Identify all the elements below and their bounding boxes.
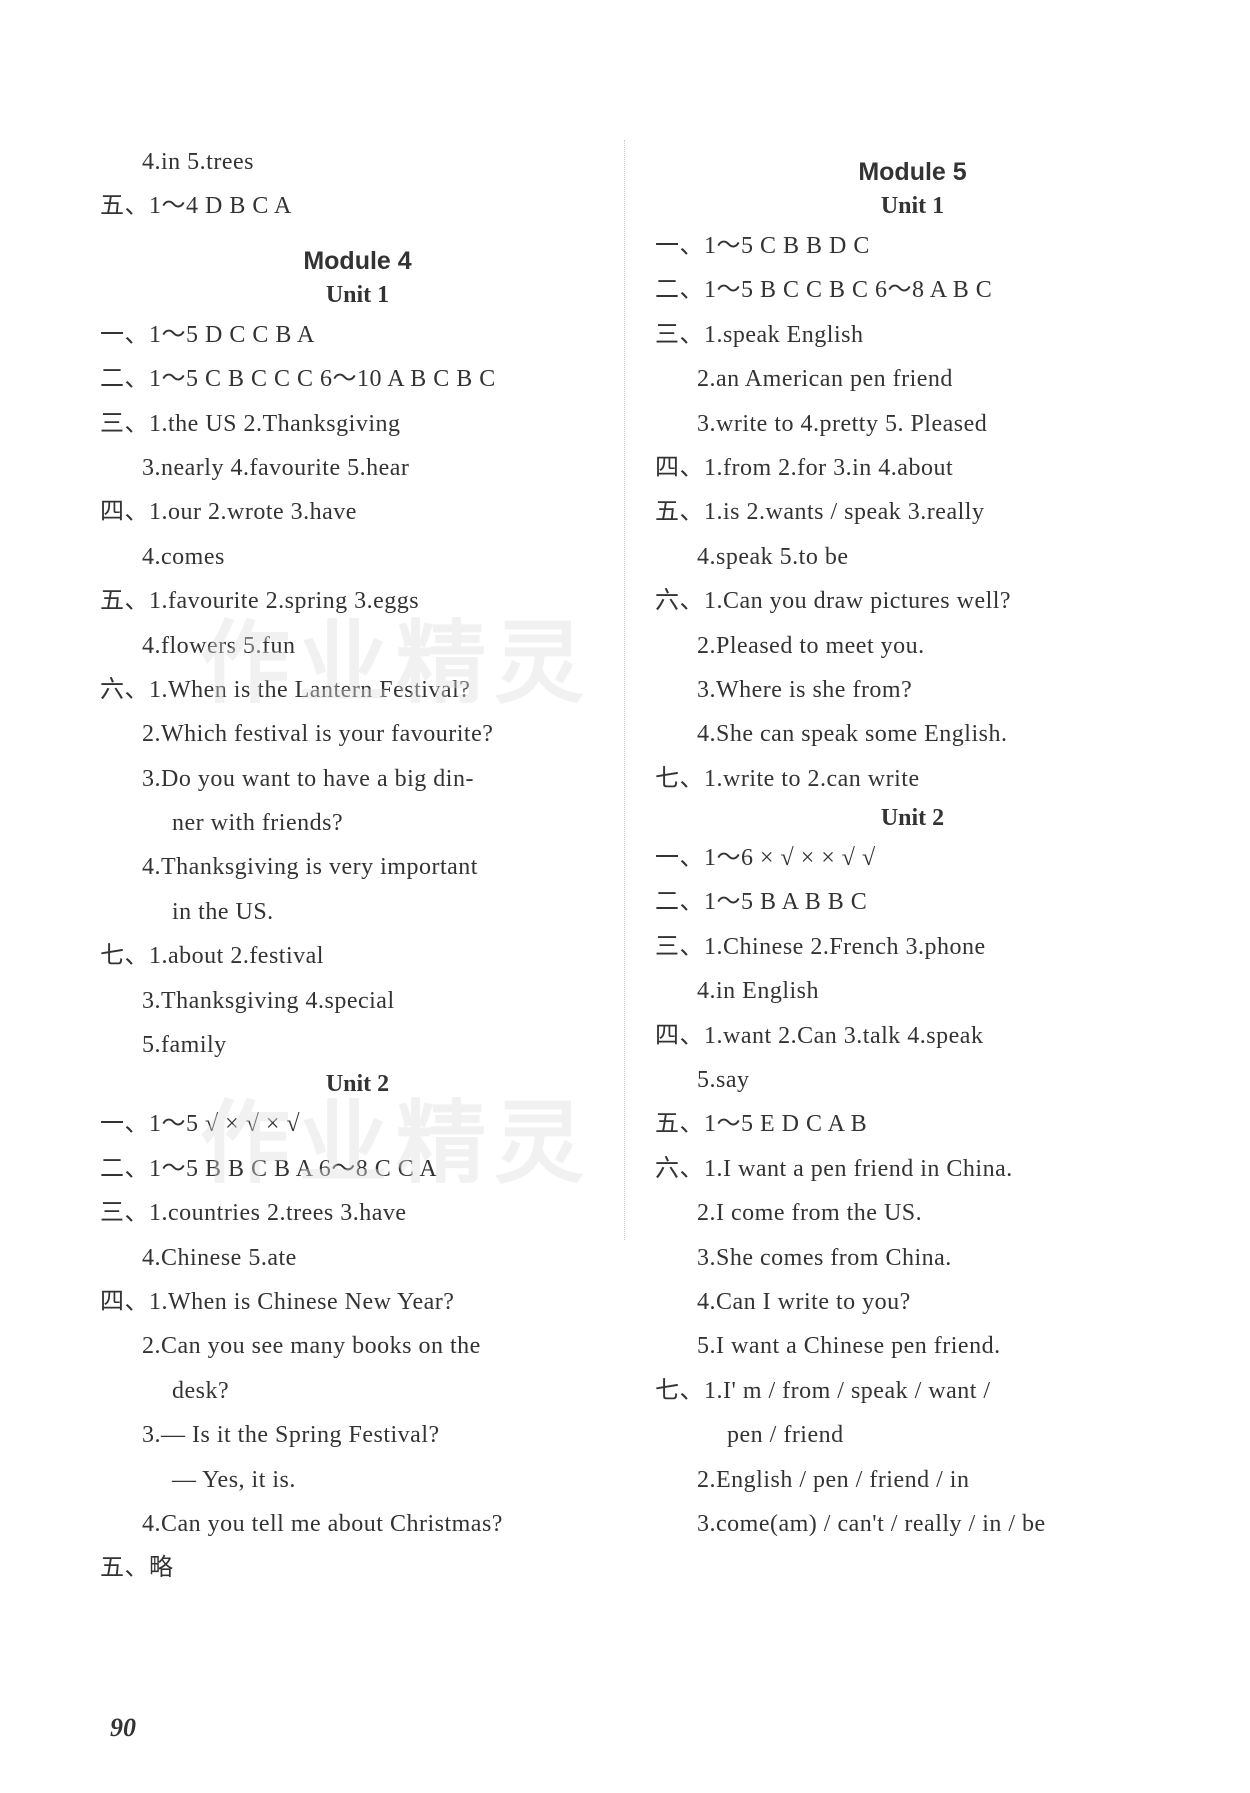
- text-line: in the US.: [100, 890, 615, 934]
- text-line: 5.say: [655, 1058, 1170, 1102]
- column-divider: [624, 140, 625, 1240]
- text-line: 2.English / pen / friend / in: [655, 1458, 1170, 1502]
- text-line: 4.in English: [655, 969, 1170, 1013]
- text-line: 四、1.from 2.for 3.in 4.about: [655, 446, 1170, 490]
- text-line: 4.Can you tell me about Christmas?: [100, 1502, 615, 1546]
- text-line: 五、略: [100, 1546, 615, 1590]
- text-line: 二、1～5 B A B B C: [655, 880, 1170, 924]
- text-line: 七、1.about 2.festival: [100, 934, 615, 978]
- text-line: 四、1.our 2.wrote 3.have: [100, 490, 615, 534]
- text-line: 六、1.When is the Lantern Festival?: [100, 668, 615, 712]
- text-line: 四、1.When is Chinese New Year?: [100, 1280, 615, 1324]
- text-line: 二、1～5 C B C C C 6～10 A B C B C: [100, 357, 615, 401]
- module-4-title: Module 4: [100, 247, 615, 276]
- text-line: 五、1.favourite 2.spring 3.eggs: [100, 579, 615, 623]
- text-line: 4.in 5.trees: [100, 140, 615, 184]
- text-line: pen / friend: [655, 1413, 1170, 1457]
- text-line: 一、1～6 × √ × × √ √: [655, 836, 1170, 880]
- right-column: Module 5 Unit 1 一、1～5 C B B D C二、1～5 B C C…: [655, 140, 1170, 1591]
- text-line: 五、1～5 E D C A B: [655, 1102, 1170, 1146]
- text-line: 4.Chinese 5.ate: [100, 1236, 615, 1280]
- module-4-unit-1-title: Unit 1: [100, 282, 615, 309]
- text-line: 2.Which festival is your favourite?: [100, 712, 615, 756]
- text-line: 2.I come from the US.: [655, 1191, 1170, 1235]
- text-line: 4.comes: [100, 535, 615, 579]
- text-line: — Yes, it is.: [100, 1458, 615, 1502]
- text-line: desk?: [100, 1369, 615, 1413]
- text-line: 3.She comes from China.: [655, 1236, 1170, 1280]
- module-5-title: Module 5: [655, 158, 1170, 187]
- text-line: 七、1.I' m / from / speak / want /: [655, 1369, 1170, 1413]
- module-5-unit-1-title: Unit 1: [655, 193, 1170, 220]
- text-line: 4.flowers 5.fun: [100, 624, 615, 668]
- text-line: 5.I want a Chinese pen friend.: [655, 1324, 1170, 1368]
- page-number: 90: [110, 1713, 136, 1743]
- text-line: 4.Thanksgiving is very important: [100, 845, 615, 889]
- text-line: 3.come(am) / can't / really / in / be: [655, 1502, 1170, 1546]
- text-line: 三、1.speak English: [655, 313, 1170, 357]
- text-line: 3.nearly 4.favourite 5.hear: [100, 446, 615, 490]
- text-line: 七、1.write to 2.can write: [655, 757, 1170, 801]
- module-4-unit-2-title: Unit 2: [100, 1071, 615, 1098]
- text-line: 六、1.I want a pen friend in China.: [655, 1147, 1170, 1191]
- text-line: 3.write to 4.pretty 5. Pleased: [655, 402, 1170, 446]
- content-columns: 4.in 5.trees五、1～4 D B C A Module 4 Unit 1 一…: [100, 140, 1170, 1591]
- text-line: 5.family: [100, 1023, 615, 1067]
- text-line: 3.— Is it the Spring Festival?: [100, 1413, 615, 1457]
- text-line: 3.Where is she from?: [655, 668, 1170, 712]
- text-line: 3.Do you want to have a big din-: [100, 757, 615, 801]
- text-line: 一、1～5 √ × √ × √: [100, 1102, 615, 1146]
- text-line: 2.an American pen friend: [655, 357, 1170, 401]
- text-line: 三、1.Chinese 2.French 3.phone: [655, 925, 1170, 969]
- text-line: 四、1.want 2.Can 3.talk 4.speak: [655, 1014, 1170, 1058]
- text-line: 4.She can speak some English.: [655, 712, 1170, 756]
- text-line: 4.speak 5.to be: [655, 535, 1170, 579]
- text-line: ner with friends?: [100, 801, 615, 845]
- text-line: 六、1.Can you draw pictures well?: [655, 579, 1170, 623]
- text-line: 2.Pleased to meet you.: [655, 624, 1170, 668]
- text-line: 二、1～5 B C C B C 6～8 A B C: [655, 268, 1170, 312]
- text-line: 一、1～5 C B B D C: [655, 224, 1170, 268]
- text-line: 一、1～5 D C C B A: [100, 313, 615, 357]
- text-line: 三、1.the US 2.Thanksgiving: [100, 402, 615, 446]
- text-line: 4.Can I write to you?: [655, 1280, 1170, 1324]
- text-line: 五、1～4 D B C A: [100, 184, 615, 228]
- text-line: 三、1.countries 2.trees 3.have: [100, 1191, 615, 1235]
- left-column: 4.in 5.trees五、1～4 D B C A Module 4 Unit 1 一…: [100, 140, 615, 1591]
- text-line: 3.Thanksgiving 4.special: [100, 979, 615, 1023]
- text-line: 二、1～5 B B C B A 6～8 C C A: [100, 1147, 615, 1191]
- module-5-unit-2-title: Unit 2: [655, 805, 1170, 832]
- text-line: 2.Can you see many books on the: [100, 1324, 615, 1368]
- text-line: 五、1.is 2.wants / speak 3.really: [655, 490, 1170, 534]
